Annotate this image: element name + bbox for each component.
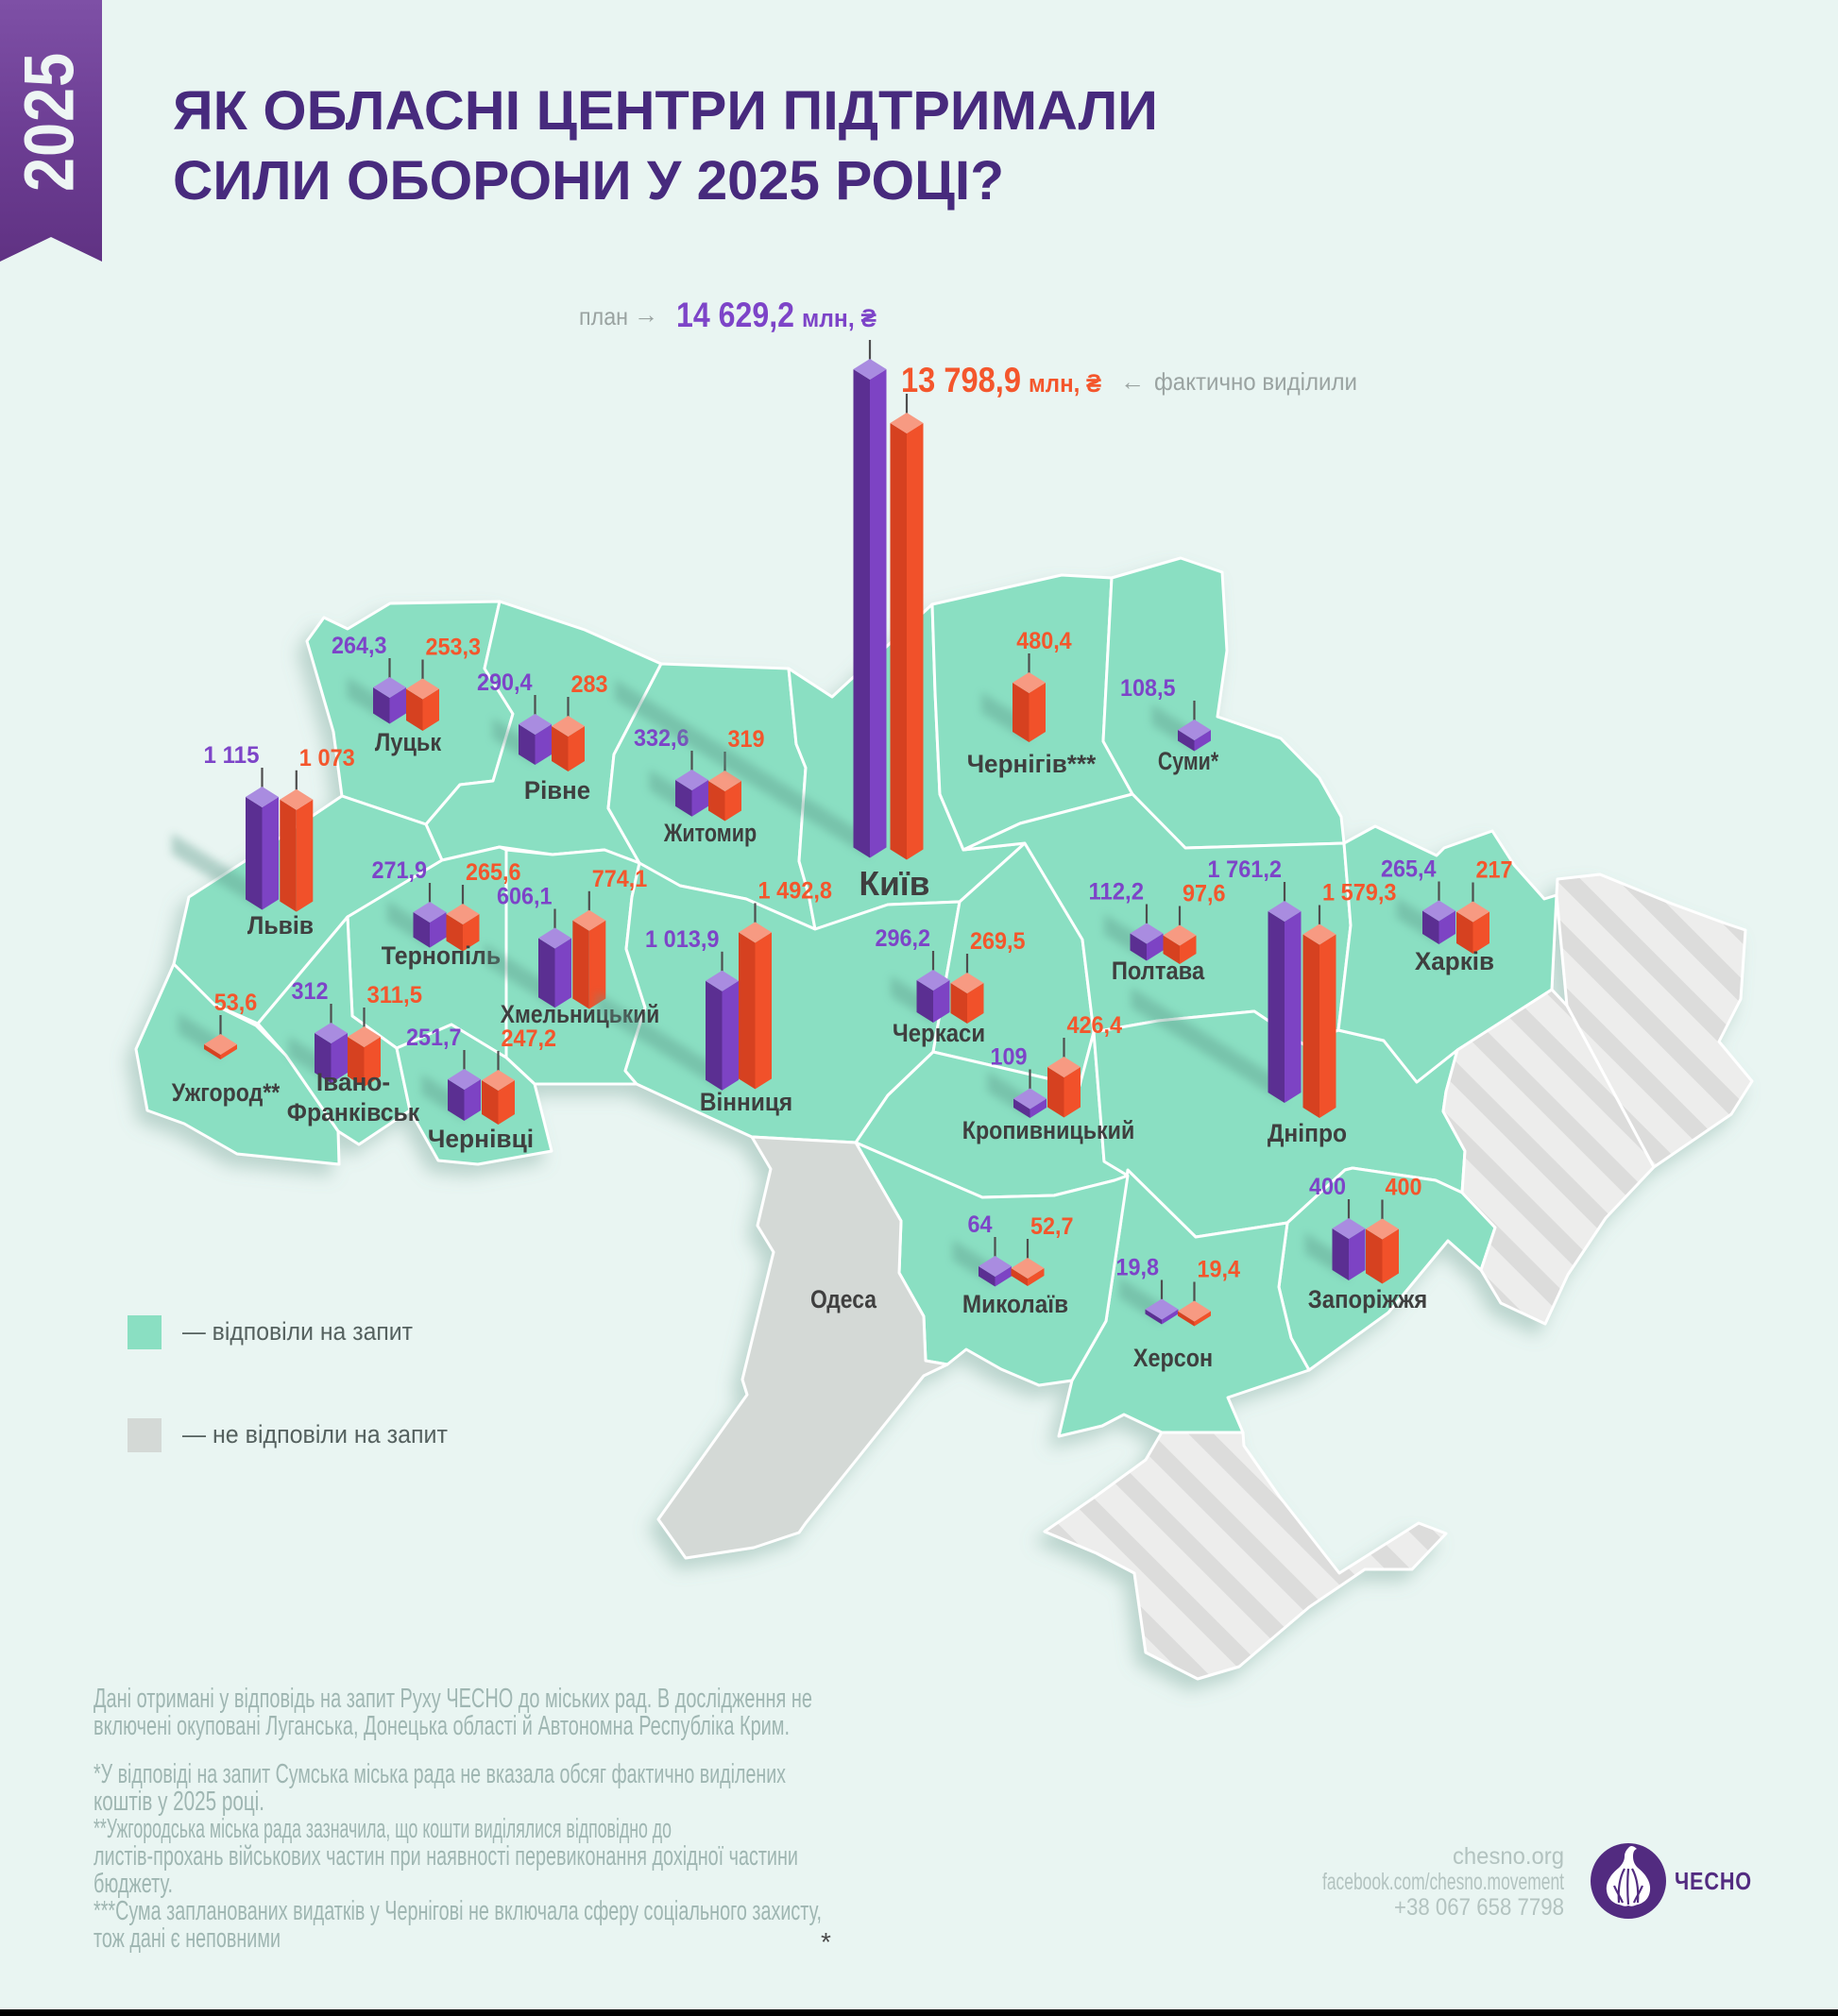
svg-text:ЯК ОБЛАСНІ ЦЕНТРИ ПІДТРИМАЛИ: ЯК ОБЛАСНІ ЦЕНТРИ ПІДТРИМАЛИ bbox=[173, 80, 1158, 142]
svg-text:Луцьк: Луцьк bbox=[375, 728, 442, 756]
svg-text:бюджету.: бюджету. bbox=[94, 1869, 173, 1899]
svg-text:112,2: 112,2 bbox=[1089, 879, 1145, 906]
svg-text:facebook.com/chesno.movement: facebook.com/chesno.movement bbox=[1322, 1869, 1564, 1895]
svg-text:1 761,2: 1 761,2 bbox=[1208, 856, 1283, 883]
svg-text:*: * bbox=[821, 1927, 831, 1957]
svg-text:Київ: Київ bbox=[859, 864, 930, 903]
svg-text:Черкаси: Черкаси bbox=[893, 1019, 985, 1047]
svg-text:Рівне: Рівне bbox=[524, 776, 590, 805]
svg-text:Чернівці: Чернівці bbox=[428, 1125, 534, 1153]
svg-text:319: 319 bbox=[728, 726, 765, 753]
svg-text:Тернопіль: Тернопіль bbox=[382, 941, 501, 970]
svg-text:Львів: Львів bbox=[247, 911, 314, 940]
svg-text:108,5: 108,5 bbox=[1120, 675, 1176, 702]
svg-text:тож дані є неповними: тож дані є неповними bbox=[94, 1923, 281, 1954]
svg-text:*У відповіді на запит Сумська: *У відповіді на запит Сумська міська рад… bbox=[94, 1759, 786, 1789]
svg-text:290,4: 290,4 bbox=[477, 669, 533, 696]
svg-text:1 579,3: 1 579,3 bbox=[1322, 880, 1397, 906]
svg-text:1 492,8: 1 492,8 bbox=[758, 877, 833, 904]
svg-text:19,4: 19,4 bbox=[1198, 1257, 1241, 1283]
svg-text:Чернігів***: Чернігів*** bbox=[967, 750, 1097, 778]
svg-text:265,4: 265,4 bbox=[1381, 856, 1437, 883]
svg-text:фактично виділили: фактично виділили bbox=[1154, 367, 1357, 396]
svg-text:400: 400 bbox=[1309, 1174, 1346, 1200]
svg-text:312: 312 bbox=[292, 978, 329, 1005]
svg-text:253,3: 253,3 bbox=[426, 635, 482, 661]
svg-text:53,6: 53,6 bbox=[214, 990, 257, 1016]
svg-text:97,6: 97,6 bbox=[1183, 881, 1226, 907]
svg-text:400: 400 bbox=[1386, 1175, 1422, 1201]
svg-text:1 115: 1 115 bbox=[204, 742, 260, 769]
svg-text:chesno.org: chesno.org bbox=[1453, 1843, 1564, 1870]
svg-text:1 013,9: 1 013,9 bbox=[645, 926, 720, 953]
svg-text:109: 109 bbox=[991, 1044, 1028, 1071]
svg-text:251,7: 251,7 bbox=[406, 1025, 462, 1051]
svg-text:1 073: 1 073 bbox=[299, 745, 355, 771]
svg-text:Харків: Харків bbox=[1415, 947, 1494, 975]
svg-text:план: план bbox=[579, 302, 628, 330]
svg-text:247,2: 247,2 bbox=[502, 1025, 557, 1052]
svg-text:ЧЕСНО: ЧЕСНО bbox=[1675, 1867, 1752, 1895]
svg-text:Суми*: Суми* bbox=[1158, 747, 1219, 775]
svg-text:Миколаїв: Миколаїв bbox=[962, 1290, 1068, 1318]
svg-text:— не відповіли на запит: — не відповіли на запит bbox=[182, 1420, 448, 1448]
svg-text:271,9: 271,9 bbox=[372, 857, 428, 884]
svg-text:Івано-: Івано- bbox=[316, 1068, 390, 1096]
svg-text:коштів у 2025 році.: коштів у 2025 році. bbox=[94, 1787, 264, 1817]
svg-text:52,7: 52,7 bbox=[1030, 1213, 1074, 1240]
svg-text:млн, ₴: млн, ₴ bbox=[1029, 369, 1101, 398]
svg-text:Полтава: Полтава bbox=[1112, 957, 1205, 985]
svg-text:606,1: 606,1 bbox=[497, 884, 553, 910]
svg-text:19,8: 19,8 bbox=[1116, 1255, 1160, 1281]
svg-text:Франківськ: Франківськ bbox=[287, 1098, 420, 1127]
svg-text:480,4: 480,4 bbox=[1016, 628, 1072, 654]
svg-text:Вінниця: Вінниця bbox=[700, 1088, 792, 1116]
svg-text:+38 067 658 7798: +38 067 658 7798 bbox=[1394, 1894, 1564, 1921]
svg-text:Херсон: Херсон bbox=[1133, 1344, 1213, 1372]
svg-text:включені окуповані Луганська,: включені окуповані Луганська, Донецька о… bbox=[94, 1711, 790, 1741]
svg-text:Житомир: Житомир bbox=[663, 819, 757, 847]
svg-text:217: 217 bbox=[1476, 857, 1513, 884]
svg-text:Дані отримані у відповідь на з: Дані отримані у відповідь на запит Руху … bbox=[94, 1684, 812, 1714]
svg-text:13 798,9: 13 798,9 bbox=[901, 361, 1021, 399]
svg-text:млн, ₴: млн, ₴ bbox=[802, 304, 876, 332]
svg-text:←: ← bbox=[1120, 367, 1145, 396]
svg-text:311,5: 311,5 bbox=[367, 982, 423, 1008]
svg-text:Ужгород**: Ужгород** bbox=[172, 1078, 281, 1107]
svg-text:— відповіли на запит: — відповіли на запит bbox=[182, 1317, 413, 1346]
svg-text:296,2: 296,2 bbox=[876, 925, 931, 952]
svg-text:СИЛИ ОБОРОНИ У 2025 РОЦІ?: СИЛИ ОБОРОНИ У 2025 РОЦІ? bbox=[173, 150, 1004, 212]
svg-text:269,5: 269,5 bbox=[970, 928, 1026, 955]
svg-text:14 629,2: 14 629,2 bbox=[676, 296, 794, 334]
svg-text:Дніпро: Дніпро bbox=[1268, 1119, 1347, 1147]
svg-text:774,1: 774,1 bbox=[592, 866, 648, 892]
svg-text:2025: 2025 bbox=[10, 52, 89, 192]
svg-text:Одеса: Одеса bbox=[810, 1285, 877, 1313]
svg-text:***Сума запланованих видатків: ***Сума запланованих видатків у Чернігов… bbox=[94, 1896, 822, 1926]
svg-text:265,6: 265,6 bbox=[466, 859, 521, 886]
svg-text:426,4: 426,4 bbox=[1067, 1012, 1123, 1039]
svg-text:283: 283 bbox=[571, 671, 608, 698]
svg-text:листів-прохань військових част: листів-прохань військових частин при ная… bbox=[94, 1841, 798, 1872]
svg-text:Запоріжжя: Запоріжжя bbox=[1308, 1285, 1427, 1313]
svg-text:264,3: 264,3 bbox=[332, 633, 387, 659]
svg-text:→: → bbox=[634, 300, 658, 329]
svg-text:64: 64 bbox=[968, 1211, 993, 1238]
svg-text:**Ужгородська міська рада зазн: **Ужгородська міська рада зазначила, що … bbox=[94, 1814, 672, 1844]
svg-text:Кропивницький: Кропивницький bbox=[962, 1116, 1135, 1144]
